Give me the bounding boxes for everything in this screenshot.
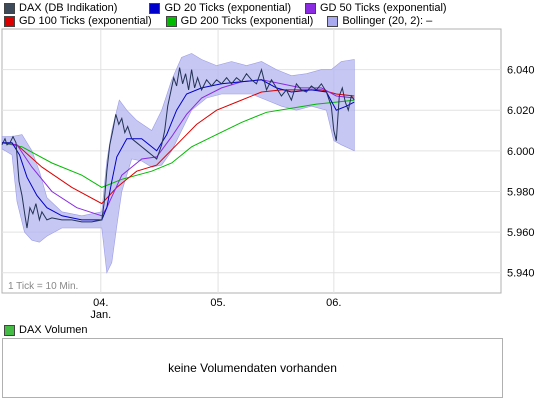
y-axis-ticks: 5.940 5.960 5.980 6.000 6.020 6.040 [507,65,535,280]
y-tick-label: 5.960 [507,227,535,239]
y-tick-label: 5.940 [507,268,535,280]
grid [2,29,501,293]
legend-row-2: GD 100 Ticks (exponential) GD 200 Ticks … [4,14,446,28]
legend-swatch [149,2,161,14]
series-line [1,67,355,229]
legend-swatch [4,15,15,27]
legend-swatch [4,2,15,14]
x-tick-label: 05. [210,297,225,309]
y-tick-label: 6.020 [507,105,535,117]
x-tick-sublabel: Jan. [90,309,111,321]
series-line [1,79,355,217]
x-tick-label: 04. [93,297,108,309]
y-tick-label: 5.980 [507,186,535,198]
legend-row-1: DAX (DB Indikation) GD 20 Ticks (exponen… [4,1,461,15]
series-lines [1,67,355,229]
legend-swatch [165,15,177,27]
legend-label: GD 100 Ticks (exponential) [19,15,152,27]
bollinger-band [1,53,355,274]
x-axis-ticks: 04.Jan. 05. 06. [90,297,341,321]
legend-label: GD 200 Ticks (exponential) [180,15,314,27]
legend-item-gd100: GD 100 Ticks (exponential) [4,15,152,27]
y-tick-label: 6.000 [507,146,535,158]
legend-label: GD 20 Ticks (exponential) [164,2,291,14]
volume-empty-message: keine Volumendaten vorhanden [168,361,337,375]
series-line [2,79,355,221]
y-tick-label: 6.040 [507,65,535,77]
volume-panel: keine Volumendaten vorhanden [2,338,503,398]
legend-swatch [327,15,339,27]
price-chart: 5.940 5.960 5.980 6.000 6.020 6.040 04.Jan. 05… [1,28,535,321]
series-line [1,89,355,205]
tick-note: 1 Tick = 10 Min. [8,281,78,292]
x-tick-label: 06. [326,297,341,309]
volume-legend: DAX Volumen [4,324,87,336]
legend-label: GD 50 Ticks (exponential) [320,2,447,14]
legend-item-gd200: GD 200 Ticks (exponential) [165,15,314,27]
legend-item-dax: DAX (DB Indikation) [4,2,117,14]
legend-item-gd20: GD 20 Ticks (exponential) [149,2,291,14]
series-line [1,99,355,188]
legend-swatch [305,2,316,14]
legend-label: Bollinger (20, 2): – [342,15,433,27]
volume-swatch [4,324,15,336]
legend-item-bollinger: Bollinger (20, 2): – [327,15,432,27]
legend-item-gd50: GD 50 Ticks (exponential) [305,2,447,14]
legend-label: DAX (DB Indikation) [19,2,118,14]
volume-title: DAX Volumen [19,324,88,336]
